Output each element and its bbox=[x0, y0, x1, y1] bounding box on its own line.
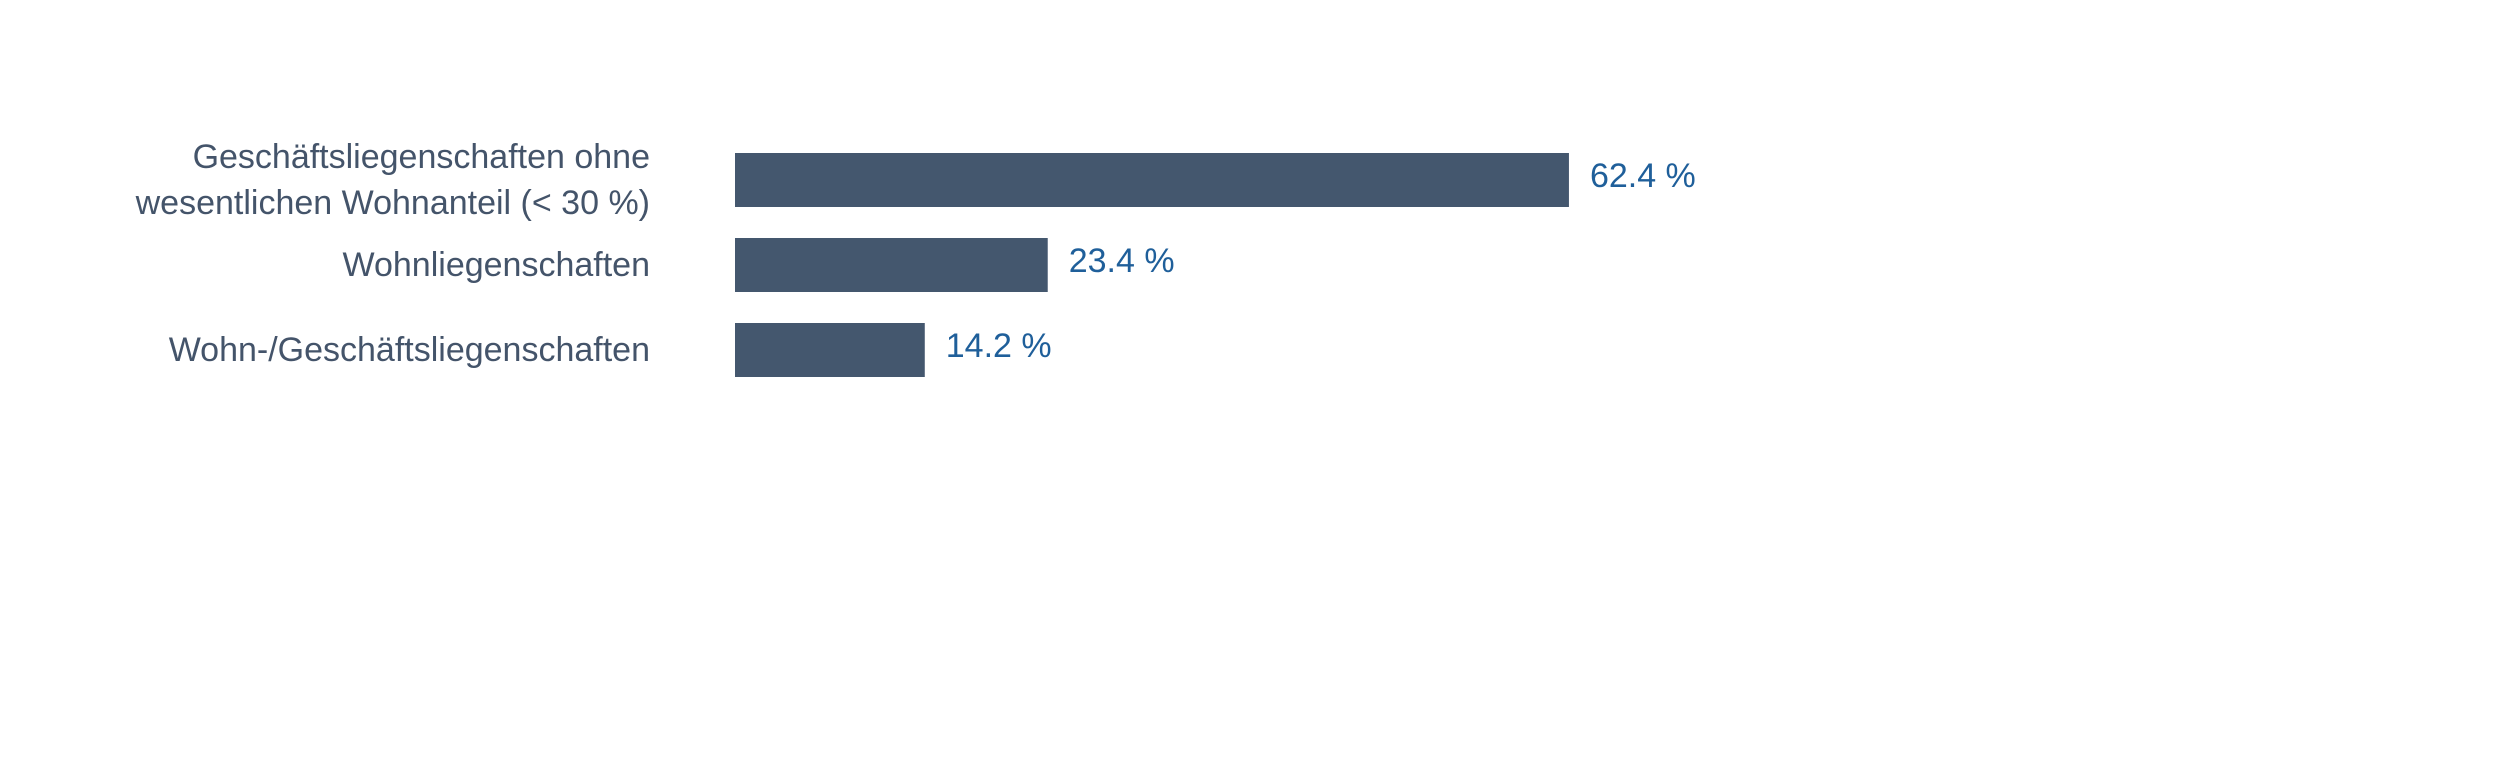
category-label-1: Wohnliegenschaften bbox=[343, 246, 650, 284]
value-labels: 62.4 % 23.4 % 14.2 % bbox=[946, 157, 1696, 365]
value-label-2: 14.2 % bbox=[946, 327, 1052, 365]
value-label-0: 62.4 % bbox=[1590, 157, 1696, 195]
category-labels: Geschäftsliegenschaften ohne wesentlichen… bbox=[135, 138, 650, 369]
bars-group bbox=[735, 153, 1569, 377]
category-label-2: Wohn-/Geschäftsliegenschaften bbox=[169, 331, 650, 369]
bar-0 bbox=[735, 153, 1569, 207]
category-label-0-line-0: Geschäftsliegenschaften ohne bbox=[193, 138, 650, 176]
value-label-1: 23.4 % bbox=[1069, 242, 1175, 280]
bar-1 bbox=[735, 238, 1048, 292]
bar-2 bbox=[735, 323, 925, 377]
category-label-0-line-1: wesentlichen Wohnanteil (< 30 %) bbox=[135, 184, 650, 222]
